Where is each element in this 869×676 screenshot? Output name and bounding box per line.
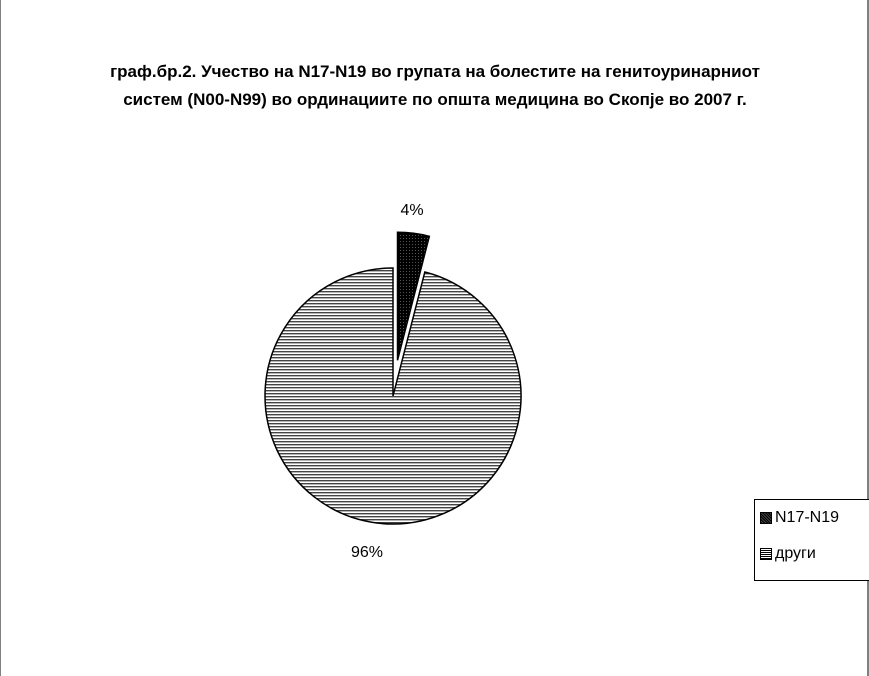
pie-slices: [264, 231, 522, 525]
legend-item-drugi: други: [760, 544, 816, 564]
legend-item-n17-n19: N17-N19: [760, 508, 839, 528]
legend-swatch-n17-n19: [760, 512, 772, 524]
data-label-drugi: 96%: [351, 544, 383, 561]
data-label-n17-n19: 4%: [400, 202, 423, 219]
pie-slice-drugi: [264, 267, 522, 525]
pie-slice-n17-n19: [396, 231, 431, 361]
legend-label-drugi: други: [775, 545, 816, 562]
chart-legend: N17-N19 други: [754, 499, 869, 581]
chart-title: граф.бр.2. Учество на N17-N19 во групата…: [110, 62, 760, 109]
legend-swatch-drugi: [760, 548, 772, 560]
legend-label-n17-n19: N17-N19: [775, 509, 840, 526]
